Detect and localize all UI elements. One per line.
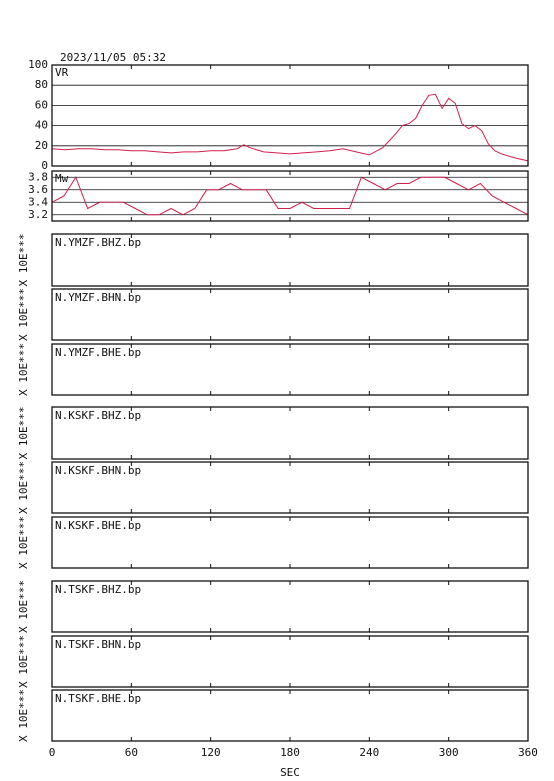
x-tick-label: 240 [359,746,379,759]
trace-unit: X 10E*** [17,516,30,569]
y-tick-label: 3.6 [28,183,48,196]
trace-label: N.YMZF.BHZ.bp [55,236,141,249]
trace-label: N.YMZF.BHN.bp [55,291,141,304]
y-tick-label: 3.4 [28,195,48,208]
x-tick-label: 0 [49,746,56,759]
y-tick-label: 20 [35,139,48,152]
trace-unit: X 10E*** [17,343,30,396]
series-line [51,93,529,162]
x-tick-label: 360 [518,746,538,759]
trace-label: N.KSKF.BHN.bp [55,464,141,477]
panel-frame [51,170,529,222]
y-tick-label: 100 [28,58,48,71]
y-tick-label: 0 [41,159,48,172]
y-tick-label: 3.2 [28,208,48,221]
trace-unit: X 10E*** [17,461,30,514]
trace-label: N.TSKF.BHZ.bp [55,583,141,596]
trace-unit: X 10E*** [17,689,30,742]
y-tick-label: 80 [35,78,48,91]
x-tick-label: 60 [125,746,138,759]
trace-label: N.YMZF.BHE.bp [55,346,141,359]
y-tick-label: 60 [35,98,48,111]
y-tick-label: 40 [35,119,48,132]
panel-frame [51,64,529,167]
x-tick-label: 120 [201,746,221,759]
series-line [51,176,529,216]
trace-label: N.TSKF.BHE.bp [55,692,141,705]
panel-label: VR [55,66,69,79]
x-tick-label: 300 [439,746,459,759]
trace-unit: X 10E*** [17,580,30,633]
x-tick-label: 180 [280,746,300,759]
trace-unit: X 10E*** [17,635,30,688]
panel-label: Mw [55,172,69,185]
trace-label: N.KSKF.BHE.bp [55,519,141,532]
x-axis-label: SEC [280,766,300,779]
chart-title: 2023/11/05 05:32 [60,51,166,64]
trace-unit: X 10E*** [17,288,30,341]
trace-label: N.KSKF.BHZ.bp [55,409,141,422]
trace-label: N.TSKF.BHN.bp [55,638,141,651]
trace-unit: X 10E*** [17,407,30,460]
trace-unit: X 10E*** [17,234,30,287]
y-tick-label: 3.8 [28,170,48,183]
